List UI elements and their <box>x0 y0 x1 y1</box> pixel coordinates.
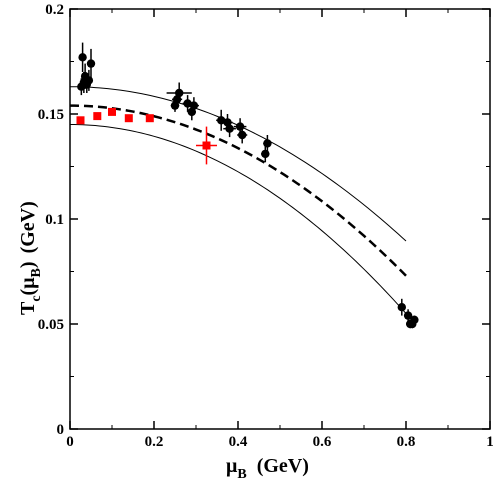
red-data-point <box>145 114 154 123</box>
black-data-point <box>410 315 419 324</box>
x-tick-label: 0.8 <box>397 434 416 450</box>
ticks-layer: 0 0.2 0.4 0.6 0.8 1 0 0.05 0.1 0.15 0.2 <box>38 2 494 450</box>
black-data-point <box>189 101 199 110</box>
red-data-point <box>108 107 116 116</box>
x-axis-title-unit: (GeV) <box>257 455 309 477</box>
y-axis-title-sub-c: c <box>29 295 44 301</box>
y-axis-title-sub-b: B <box>29 268 44 277</box>
x-axis-title-sub: B <box>237 467 246 482</box>
x-tick-label: 0.6 <box>313 434 332 450</box>
x-tick-label: 1 <box>486 434 494 450</box>
black-data-point <box>225 124 234 133</box>
red-data-point <box>124 114 133 123</box>
black-data-point <box>84 76 94 85</box>
x-axis-title-main: μ <box>226 455 238 477</box>
points-layer <box>76 42 419 329</box>
black-data-point <box>175 88 184 98</box>
y-axis-title: Tc(μB) (GeV) <box>17 201 44 315</box>
red-data-point <box>93 112 102 121</box>
x-axis-title: μB (GeV) <box>226 455 309 482</box>
black-data-point <box>235 122 245 131</box>
y-axis-title-main: T <box>17 301 39 315</box>
black-data-point <box>86 59 96 68</box>
y-axis-title-paren-open: (μ <box>17 277 39 296</box>
y-axis-title-unit: (GeV) <box>17 201 39 253</box>
black-data-point <box>263 139 272 148</box>
y-tick-label: 0 <box>57 422 65 438</box>
black-data-point <box>238 130 247 140</box>
red-data-point <box>76 116 85 125</box>
y-tick-label: 0.15 <box>38 107 64 123</box>
curve-2 <box>69 104 407 277</box>
y-tick-label: 0.2 <box>45 2 64 18</box>
curve-3 <box>69 124 407 314</box>
y-axis-title-paren-close: ) <box>17 261 39 268</box>
y-tick-label: 0.1 <box>45 212 64 228</box>
red-data-point <box>202 141 211 150</box>
y-tick-label: 0.05 <box>38 317 64 333</box>
black-data-point <box>403 311 413 320</box>
black-data-point <box>261 149 270 159</box>
black-data-point <box>78 53 87 62</box>
x-tick-label: 0 <box>66 434 74 450</box>
black-data-point <box>397 303 406 312</box>
x-tick-label: 0.4 <box>229 434 248 450</box>
x-tick-label: 0.2 <box>145 434 164 450</box>
